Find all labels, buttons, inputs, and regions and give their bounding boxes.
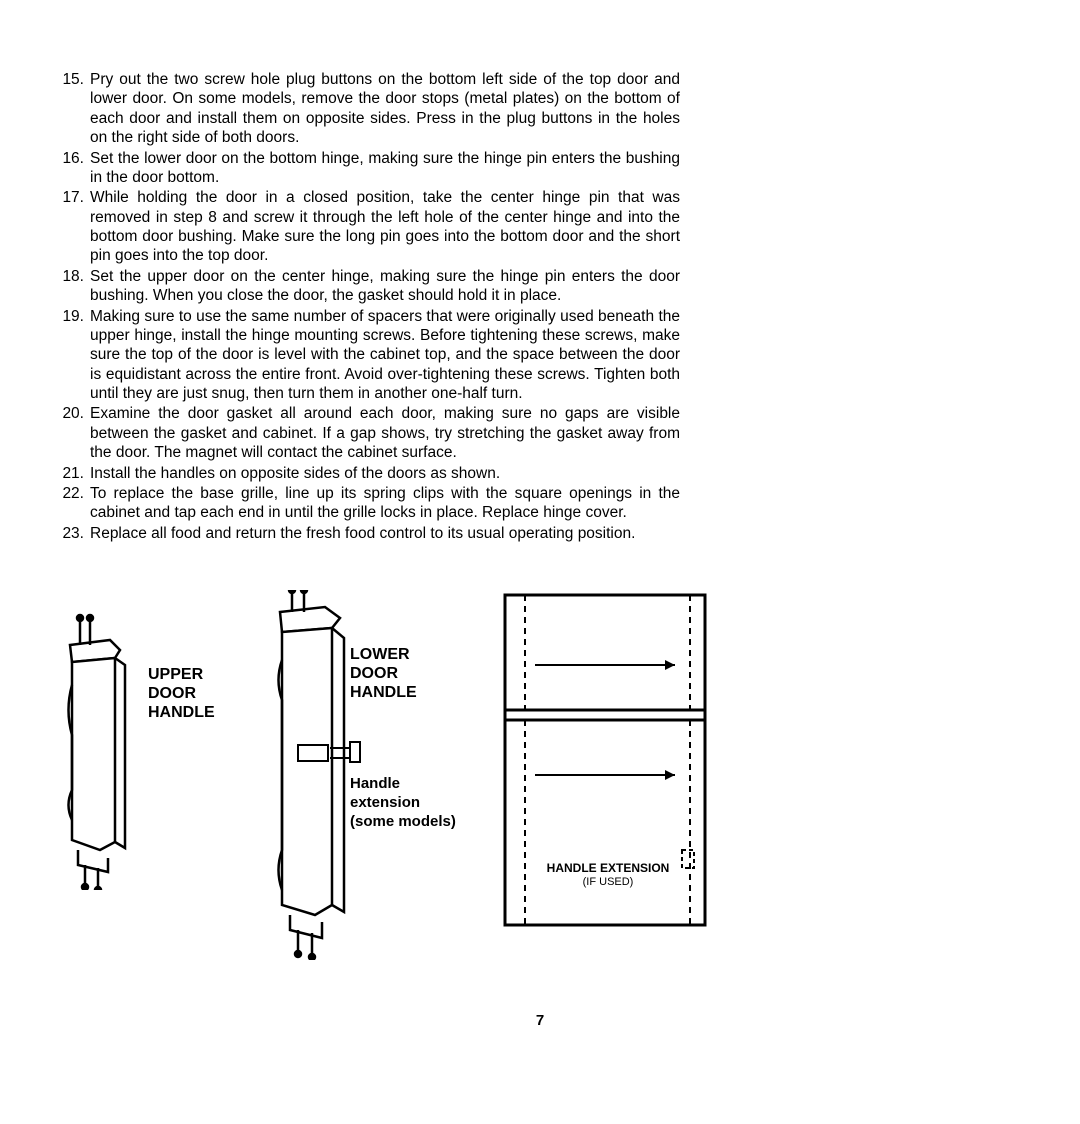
item-number: 18. [50, 267, 90, 306]
item-text: Set the lower door on the bottom hinge, … [90, 149, 680, 188]
item-number: 20. [50, 404, 90, 462]
item-text: Pry out the two screw hole plug buttons … [90, 70, 680, 148]
list-item: 15.Pry out the two screw hole plug butto… [50, 70, 680, 148]
item-text: Making sure to use the same number of sp… [90, 307, 680, 404]
list-item: 23.Replace all food and return the fresh… [50, 524, 680, 543]
upper-door-figure: UPPER DOOR HANDLE [60, 590, 240, 890]
lower-door-figure: LOWER DOOR HANDLE Handle extension (some… [270, 590, 470, 960]
if-used-text: (IF USED) [583, 876, 634, 888]
item-number: 16. [50, 149, 90, 188]
list-item: 17.While holding the door in a closed po… [50, 188, 680, 266]
item-text: Examine the door gasket all around each … [90, 404, 680, 462]
page-number: 7 [0, 1012, 1080, 1029]
handle-extension-label: Handle extension (some models) [350, 775, 456, 831]
item-text: While holding the door in a closed posit… [90, 188, 680, 266]
item-text: Install the handles on opposite sides of… [90, 464, 680, 483]
item-text: To replace the base grille, line up its … [90, 484, 680, 523]
list-item: 20.Examine the door gasket all around ea… [50, 404, 680, 462]
item-number: 17. [50, 188, 90, 266]
item-text: Replace all food and return the fresh fo… [90, 524, 680, 543]
figures-row: UPPER DOOR HANDLE [60, 590, 710, 960]
list-item: 19.Making sure to use the same number of… [50, 307, 680, 404]
item-number: 23. [50, 524, 90, 543]
upper-door-svg [60, 590, 240, 890]
handle-ext-text: HANDLE EXTENSION [547, 861, 670, 875]
list-item: 21.Install the handles on opposite sides… [50, 464, 680, 483]
document-page: 15.Pry out the two screw hole plug butto… [0, 0, 1080, 1124]
instruction-list: 15.Pry out the two screw hole plug butto… [50, 70, 680, 543]
item-number: 21. [50, 464, 90, 483]
upper-door-label: UPPER DOOR HANDLE [148, 665, 215, 723]
item-number: 19. [50, 307, 90, 404]
handle-extension-caption: HANDLE EXTENSION (IF USED) [538, 862, 678, 888]
lower-door-label: LOWER DOOR HANDLE [350, 645, 417, 703]
item-text: Set the upper door on the center hinge, … [90, 267, 680, 306]
list-item: 18.Set the upper door on the center hing… [50, 267, 680, 306]
list-item: 16.Set the lower door on the bottom hing… [50, 149, 680, 188]
item-number: 22. [50, 484, 90, 523]
item-number: 15. [50, 70, 90, 148]
list-item: 22.To replace the base grille, line up i… [50, 484, 680, 523]
fridge-front-figure: HANDLE EXTENSION (IF USED) [500, 590, 710, 930]
